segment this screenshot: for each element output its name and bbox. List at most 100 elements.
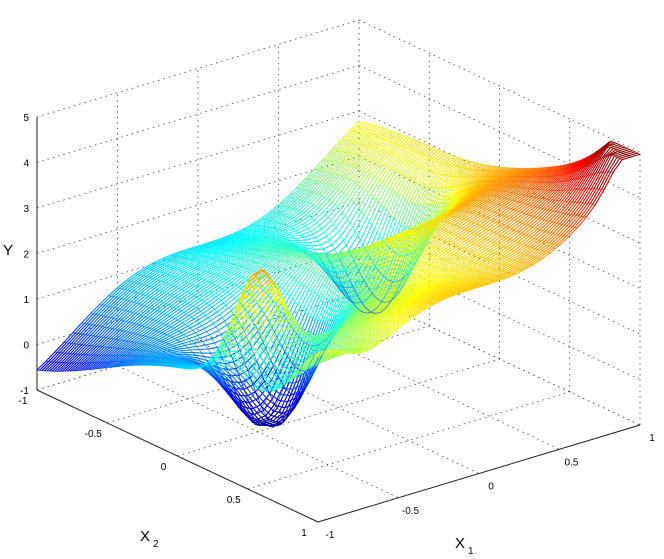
surface-line [177,361,183,363]
surface-line [183,253,194,259]
surface-line [224,283,235,292]
surface-line [196,346,203,354]
surface-line [109,339,120,349]
surface-line [456,259,467,266]
surface-line [260,226,271,233]
surface-line [226,349,237,353]
surface-line [378,245,389,256]
surface-line [87,325,98,336]
surface-line [468,199,479,206]
surface-line [74,343,80,345]
surface-line [182,258,193,265]
surface-line [70,353,81,364]
grid-line [278,316,560,450]
surface-line [183,305,194,313]
surface-line [215,354,226,359]
surface-line [229,265,240,273]
surface-line [354,144,365,155]
surface-line [281,207,292,216]
surface-line [500,199,511,206]
surface-line [267,354,274,368]
surface-line [63,353,74,364]
surface-line [284,335,295,339]
surface-line [366,327,377,336]
surface-line [327,350,338,354]
surface-line [581,162,593,178]
surface-line [345,153,356,165]
surface-line [204,328,210,336]
surface-line [279,374,285,378]
surface-line [315,356,321,365]
surface-line [583,173,594,190]
surface-line [506,210,517,218]
surface-line [389,266,400,276]
surface-line [143,360,154,366]
surface-line [171,256,182,262]
surface-line [232,333,238,345]
surface-line [326,355,333,358]
surface-line [125,349,136,357]
surface-line [110,347,121,356]
surface-line [142,286,153,296]
surface-line [161,344,172,349]
surface-line [529,182,540,190]
surface-line [400,258,411,268]
surface-line [173,363,179,365]
surface-line [571,188,582,203]
surface-line [417,185,428,206]
surface-line [156,265,167,272]
surface-line [132,355,143,362]
surface-line [359,334,370,343]
surface-line [358,246,369,256]
surface-line [124,355,135,362]
surface-line [349,323,360,331]
surface-line [156,342,167,348]
surface-line [133,360,144,366]
surface-line [575,202,586,216]
surface-line [270,240,281,244]
surface-line [260,237,271,242]
surface-line [143,351,154,357]
surface-line [142,335,149,338]
surface-line [255,325,261,337]
surface-line [363,285,374,298]
surface-line [259,420,265,424]
surface-line [451,217,462,225]
surface-line [174,276,181,280]
surface-line [313,345,320,356]
surface-line [235,238,246,244]
surface-line [389,327,400,337]
surface-line [585,172,596,190]
surface-line [470,235,481,244]
surface-line [478,283,489,288]
surface-line [221,281,232,290]
surface-line [483,171,494,178]
surface-line [202,270,209,273]
surface-line [511,181,522,188]
surface-line [521,181,532,189]
surface-line [458,250,469,258]
surface-line [175,362,186,365]
surface-line [84,345,96,356]
surface-line [265,212,276,221]
surface-line [542,221,553,232]
surface-line [427,273,438,281]
surface-line [201,319,212,327]
surface-line [385,308,396,316]
surface-line [143,297,154,307]
surface-line [231,242,242,248]
surface-line [247,244,258,249]
surface-line [111,354,122,363]
surface-line [441,270,452,277]
surface-line [372,275,383,287]
surface-line [543,232,554,243]
surface-line [234,297,241,304]
surface-line [492,185,503,191]
surface-line [456,239,467,247]
surface-line [506,267,517,274]
surface-line [245,259,251,262]
surface-line [257,237,268,242]
surface-line [556,164,567,172]
surface-line [400,307,411,315]
surface-line [437,260,448,268]
